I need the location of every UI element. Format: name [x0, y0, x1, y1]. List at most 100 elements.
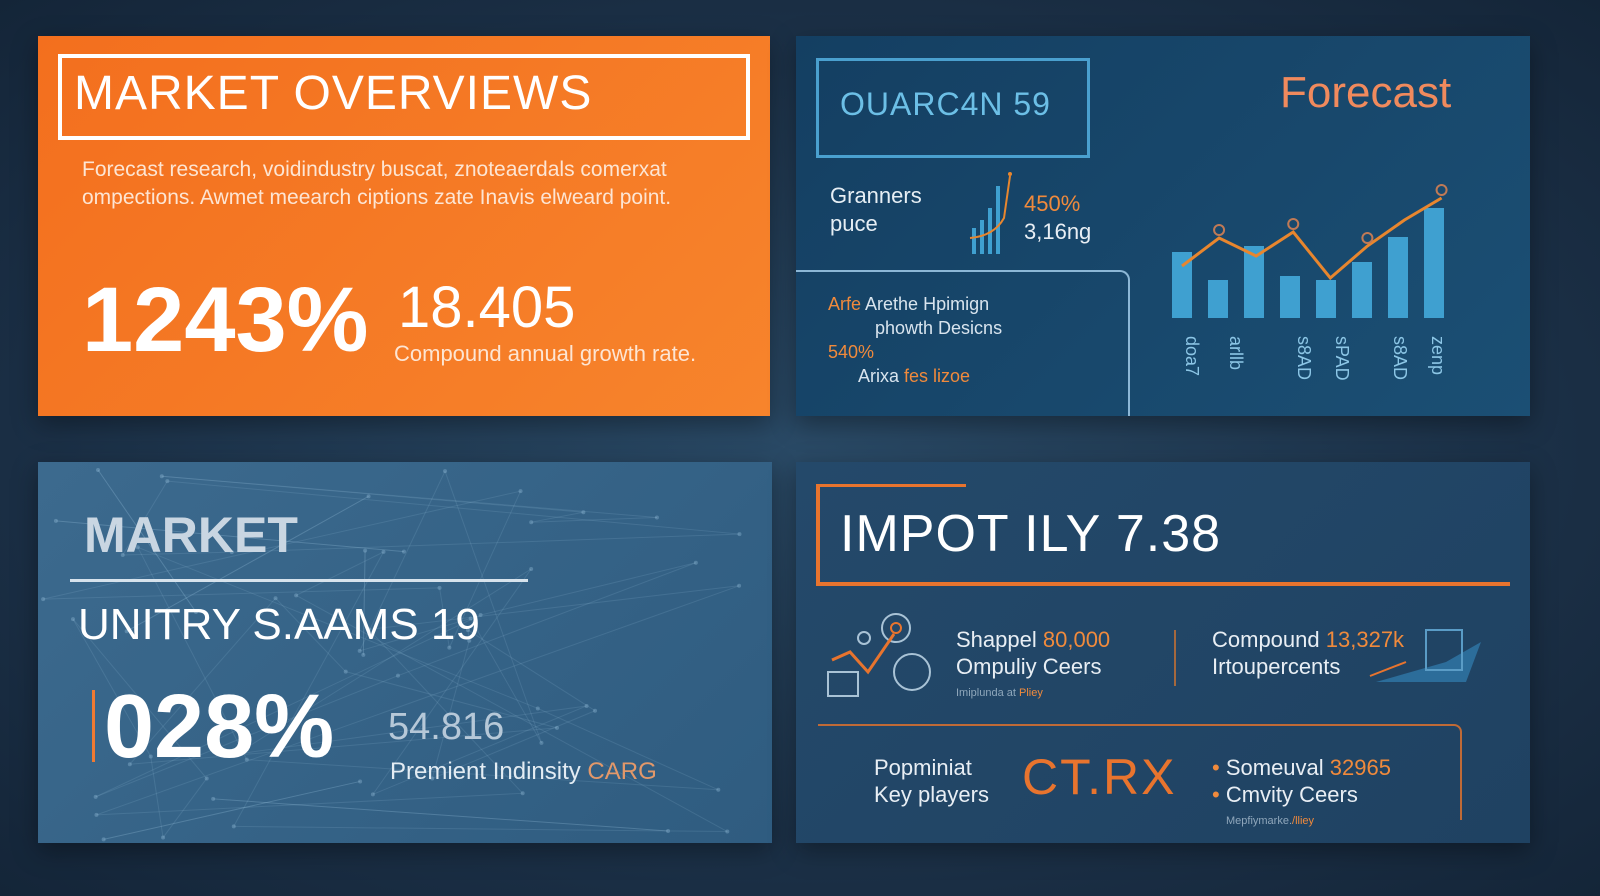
chart-bar [1424, 208, 1444, 318]
network-line [150, 756, 164, 838]
network-node [447, 645, 452, 650]
network-line [448, 490, 522, 648]
chart-bar [1316, 280, 1336, 318]
network-line [368, 585, 740, 630]
network-node [467, 638, 472, 643]
network-line [55, 520, 404, 553]
network-node [101, 837, 106, 842]
stat-label: Shappel [956, 627, 1037, 652]
stat-label: Granners puce [830, 182, 922, 238]
network-line [103, 780, 361, 840]
network-node [737, 583, 742, 588]
value: 18.405 [398, 275, 576, 340]
card-title: IMPOT ILY 7.38 [840, 505, 1222, 563]
network-node [366, 627, 371, 632]
network-line [368, 629, 524, 794]
chart-bar [1172, 252, 1192, 318]
network-node [437, 585, 442, 590]
card-title: MARKET OVERVIEWS [74, 67, 593, 120]
network-line [72, 618, 152, 757]
network-node [273, 596, 278, 601]
tick-label: sPAD [1332, 336, 1352, 381]
label-accent: CARG [587, 758, 657, 785]
network-node [529, 520, 534, 525]
divider [1174, 630, 1176, 686]
network-line [531, 516, 657, 523]
mini-chart-icon [969, 172, 1012, 254]
network-line [236, 705, 587, 755]
network-line [129, 597, 276, 765]
network-node [725, 829, 730, 834]
network-line [362, 550, 366, 655]
tick-label: zenp [1428, 336, 1448, 375]
big-percentage: 028% [104, 677, 335, 777]
network-line [359, 618, 471, 652]
network-line [167, 480, 740, 535]
network-node [716, 787, 721, 792]
network-line [467, 630, 470, 641]
network-line [359, 470, 446, 652]
network-node [53, 518, 58, 523]
network-line [236, 568, 532, 755]
forecast-chart: doa7 arllb s8AD sPAD s8AD zenp [1172, 184, 1448, 381]
chart-line [1181, 196, 1443, 281]
network-line [161, 475, 657, 518]
network-node [535, 706, 540, 711]
network-node [165, 479, 170, 484]
network-node [124, 629, 129, 634]
network-node [229, 550, 234, 555]
ship-icon [1369, 629, 1481, 682]
network-line [97, 469, 197, 613]
chart-bar [1208, 280, 1228, 318]
divider [70, 579, 528, 582]
label-line: Granners [830, 183, 922, 208]
network-line [295, 594, 728, 832]
network-line [362, 550, 366, 655]
stats: 450% 3,16ng [1024, 190, 1091, 246]
network-node [666, 828, 671, 833]
card-description: Forecast research, voidindustry buscat, … [82, 158, 672, 209]
network-node [204, 776, 209, 781]
forecast-title: Forecast [1280, 68, 1452, 117]
title-frame [816, 58, 1090, 158]
network-line [72, 618, 208, 779]
market-card: MARKET UNITRY S.AAMS 19 028% 54.816 Prem… [38, 462, 772, 843]
stat-value: 3,16ng [1024, 219, 1092, 244]
company-logo: CT.RX [1022, 749, 1177, 805]
network-node [554, 725, 559, 730]
chart-bar [1388, 237, 1408, 318]
network-node [294, 593, 299, 598]
chart-bar [1280, 276, 1300, 318]
card-title: MARKET [84, 507, 298, 563]
bullet-stats: • Someuval 32965 • Cmvity Ceers Mepfiyma… [1212, 755, 1391, 827]
forecast-card: OUARC4N 59 Forecast Granners puce 450% 3,1… [796, 36, 1530, 416]
network-line [95, 614, 481, 798]
network-pattern [41, 468, 742, 842]
bullet-value: 32965 [1329, 755, 1391, 780]
network-node [654, 515, 659, 520]
impotily-card: IMPOT ILY 7.38 Shappel 80,000 Ompuliy Ce… [796, 462, 1530, 843]
info-frame [796, 270, 1130, 416]
frame-top [816, 484, 966, 487]
network-line [246, 759, 719, 791]
stat-label: Compound [1212, 627, 1320, 652]
network-node [370, 792, 375, 797]
card-subtitle: UNITRY S.AAMS 19 [78, 600, 480, 649]
network-node [231, 824, 236, 829]
network-node [581, 510, 586, 515]
network-node [93, 794, 98, 799]
tick-label: arllb [1226, 336, 1246, 370]
network-line [537, 708, 719, 791]
network-node [520, 791, 525, 796]
big-percentage: 1243% [82, 269, 369, 371]
network-line [444, 471, 542, 744]
network-line [43, 587, 440, 600]
network-line [126, 495, 369, 632]
network-node [41, 597, 46, 602]
network-node [159, 474, 164, 479]
note: Imiplunda at [956, 687, 1016, 699]
network-line [439, 587, 450, 648]
info-text: Arfe Arethe Hpimign phowth Desicns 540% … [828, 292, 1002, 388]
network-line [233, 551, 384, 827]
label-line: Popminiat [874, 755, 972, 780]
